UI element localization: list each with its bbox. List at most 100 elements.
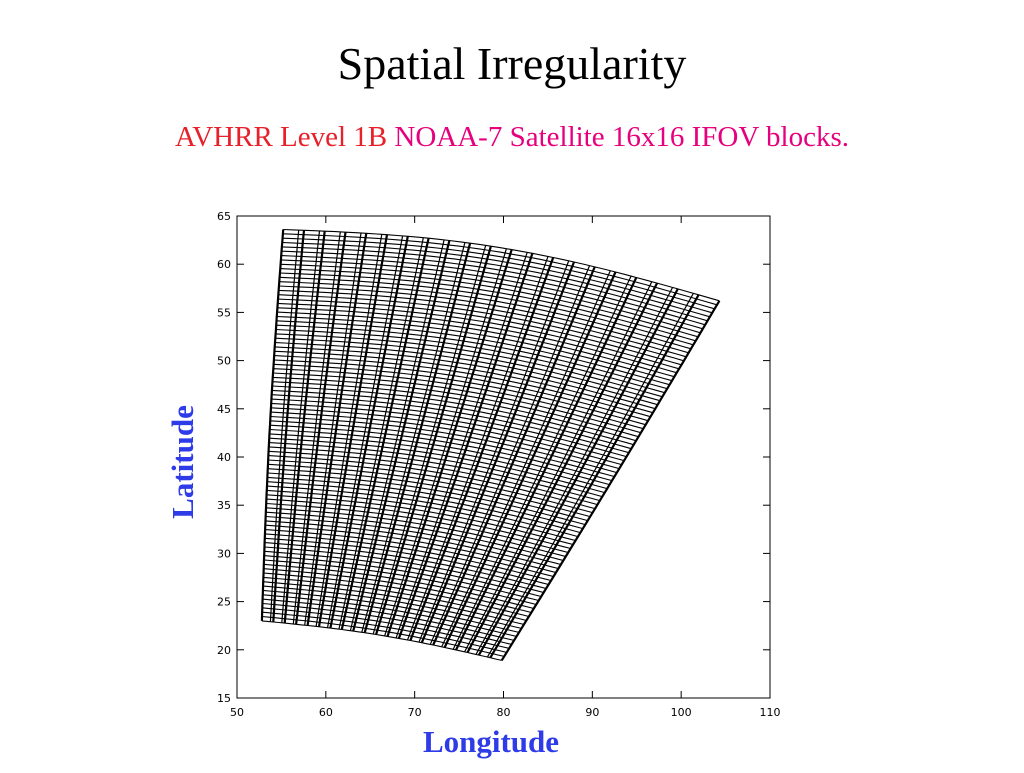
block-row-edge bbox=[279, 276, 694, 346]
y-axis-ticks: 15 20 25 30 35 40 45 50 55 60 65 bbox=[217, 210, 770, 705]
block-row-edge bbox=[266, 502, 569, 554]
block-row-edge bbox=[264, 546, 544, 594]
block-row-edge bbox=[269, 424, 613, 482]
block-row-edge bbox=[267, 476, 584, 530]
block-row-edge bbox=[275, 328, 665, 394]
slide-subtitle: AVHRR Level 1B NOAA-7 Satellite 16x16 IF… bbox=[0, 117, 1024, 157]
block-row-edge bbox=[263, 576, 527, 622]
x-tick-label: 80 bbox=[497, 706, 511, 719]
y-tick-label: 30 bbox=[217, 547, 231, 560]
block-row-edge bbox=[275, 333, 663, 398]
y-tick-label: 25 bbox=[217, 596, 231, 609]
block-row-edge bbox=[270, 411, 620, 470]
block-row-edge bbox=[262, 602, 512, 645]
block-row-edge bbox=[282, 241, 713, 314]
block-row-edge bbox=[265, 507, 566, 558]
block-row-edge bbox=[268, 459, 593, 514]
block-row-edge bbox=[262, 589, 520, 633]
block-row-edge bbox=[281, 250, 708, 322]
block-row-edge bbox=[267, 472, 586, 526]
block-row-edge bbox=[282, 233, 718, 306]
block-row-edge bbox=[278, 289, 687, 358]
block-row-edge bbox=[267, 481, 581, 534]
x-tick-label: 110 bbox=[760, 706, 781, 719]
y-tick-label: 65 bbox=[217, 210, 231, 223]
block-row-edge bbox=[261, 615, 505, 657]
block-row-edge bbox=[264, 542, 547, 590]
block-row-edge bbox=[269, 442, 603, 498]
block-row-edge bbox=[263, 581, 525, 625]
block-row-edge bbox=[262, 611, 507, 653]
block-row-edge bbox=[269, 433, 608, 490]
block-row-edge bbox=[271, 389, 632, 450]
block-row-edge bbox=[274, 355, 651, 418]
slide-title: Spatial Irregularity bbox=[337, 38, 687, 89]
y-tick-label: 40 bbox=[217, 451, 231, 464]
y-tick-label: 15 bbox=[217, 692, 231, 705]
y-tick-label: 50 bbox=[217, 355, 231, 368]
block-row-edge bbox=[273, 363, 646, 426]
block-row-edge bbox=[280, 268, 699, 338]
x-tick-label: 50 bbox=[230, 706, 244, 719]
block-row-edge bbox=[269, 428, 610, 486]
block-row-edge bbox=[280, 259, 703, 330]
block-row-edge bbox=[270, 407, 622, 466]
block-row-edge bbox=[266, 498, 571, 550]
block-row-edge bbox=[266, 489, 576, 542]
block-row-edge bbox=[270, 420, 615, 478]
y-tick-label: 35 bbox=[217, 499, 231, 512]
block-row-edge bbox=[282, 237, 715, 310]
block-row-edge bbox=[264, 537, 549, 586]
block-row-edge bbox=[263, 568, 532, 614]
block-row-edge bbox=[268, 450, 598, 506]
block-row-edge bbox=[265, 511, 564, 562]
block-row-edge bbox=[261, 620, 502, 661]
block-row-edge bbox=[263, 572, 530, 618]
block-row-edge bbox=[273, 359, 649, 422]
subtitle-instrument: AVHRR Level 1B bbox=[175, 121, 388, 153]
block-row-edge bbox=[272, 376, 639, 438]
block-row-edge bbox=[278, 285, 689, 354]
block-row-edge bbox=[271, 394, 630, 454]
block-row-edge bbox=[274, 350, 654, 414]
block-row-edge bbox=[283, 228, 720, 302]
block-row-edge bbox=[276, 320, 670, 386]
x-tick-label: 70 bbox=[408, 706, 422, 719]
block-row-edge bbox=[264, 550, 542, 598]
block-row-edge bbox=[272, 381, 637, 442]
block-row-edge bbox=[274, 342, 658, 406]
block-row-edge bbox=[271, 402, 625, 462]
block-row-edge bbox=[270, 415, 618, 474]
block-row-edge bbox=[276, 324, 668, 390]
block-row-edge bbox=[264, 555, 539, 602]
block-row-edge bbox=[265, 529, 554, 578]
x-tick-label: 60 bbox=[319, 706, 333, 719]
block-row-edge bbox=[263, 585, 522, 629]
block-row-edge bbox=[266, 485, 579, 538]
block-row-edge bbox=[279, 281, 692, 350]
block-row-edge bbox=[268, 455, 596, 510]
block-row-edge bbox=[279, 272, 696, 342]
y-axis-label: Latitude bbox=[165, 405, 200, 519]
block-row-edge bbox=[263, 559, 537, 606]
block-row-edge bbox=[264, 533, 552, 582]
block-row-edge bbox=[262, 607, 510, 649]
block-row-edge bbox=[265, 520, 559, 570]
block-row-edge bbox=[269, 437, 605, 494]
subtitle-satellite-blocks: NOAA-7 Satellite 16x16 IFOV blocks. bbox=[394, 121, 849, 153]
block-row-edge bbox=[266, 494, 574, 546]
block-row-edge bbox=[277, 307, 677, 374]
block-row-edge bbox=[263, 563, 534, 610]
block-row-edge bbox=[262, 598, 515, 641]
block-row-edge bbox=[276, 315, 673, 382]
block-row-edge bbox=[277, 302, 680, 370]
block-row-edge bbox=[265, 524, 557, 574]
block-row-edge bbox=[272, 372, 642, 434]
block-row-edge bbox=[280, 263, 701, 334]
y-tick-label: 55 bbox=[217, 306, 231, 319]
x-tick-label: 100 bbox=[671, 706, 692, 719]
block-row-edge bbox=[277, 298, 682, 366]
block-row-edge bbox=[267, 463, 591, 518]
